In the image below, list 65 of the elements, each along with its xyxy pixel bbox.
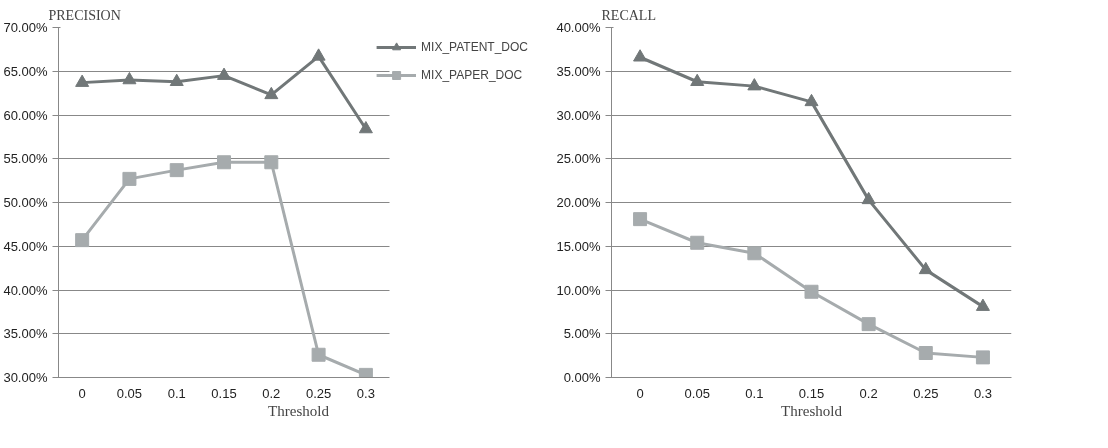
x-tick-label: 0.1	[745, 385, 764, 401]
y-tick-label: 30.00%	[556, 107, 601, 123]
point	[169, 163, 184, 178]
y-tick-label: 40.00%	[3, 282, 48, 298]
point	[747, 78, 762, 91]
y-tick-label: 0.00%	[563, 370, 601, 385]
point	[861, 317, 876, 332]
point	[217, 67, 232, 80]
x-tick-label: 0.15	[211, 385, 237, 401]
point	[75, 74, 90, 87]
y-tick-label: 40.00%	[556, 20, 601, 35]
y-tick-label: 35.00%	[3, 326, 48, 342]
chart-title: PRECISION	[48, 7, 121, 23]
y-tick-label: 15.00%	[556, 238, 601, 254]
legend-label: MIX_PAPER_DOC	[421, 68, 523, 82]
y-tick-label: 70.00%	[3, 20, 48, 35]
x-tick-label: 0.25	[305, 385, 332, 401]
x-tick-label: 0.3	[973, 385, 992, 401]
point	[690, 73, 705, 86]
y-tick-label: 60.00%	[3, 107, 48, 123]
point	[861, 191, 876, 205]
point	[311, 48, 326, 61]
x-tick-label: 0.05	[116, 385, 143, 401]
x-tick-label: 0	[636, 385, 644, 401]
y-tick-label: 65.00%	[3, 63, 48, 79]
point	[633, 212, 648, 227]
y-tick-label: 30.00%	[3, 370, 48, 385]
x-tick-label: 0.3	[356, 385, 375, 401]
x-tick-label: 0.2	[262, 385, 281, 401]
point	[975, 298, 990, 311]
x-tick-label: 0.05	[684, 385, 710, 401]
legend-label: MIX_PATENT_DOC	[421, 40, 528, 54]
point	[747, 246, 762, 261]
point	[633, 49, 648, 62]
point	[975, 350, 990, 365]
point	[358, 120, 373, 134]
point	[217, 155, 232, 170]
point	[918, 346, 933, 360]
point	[122, 171, 137, 186]
point	[75, 233, 90, 248]
y-tick-label: 5.00%	[563, 326, 601, 342]
point	[311, 347, 326, 362]
point	[804, 93, 819, 107]
x-axis-title: Threshold	[268, 402, 330, 419]
y-tick-label: 25.00%	[556, 151, 601, 167]
y-tick-label: 45.00%	[3, 238, 48, 254]
point	[264, 86, 279, 100]
y-tick-label: 55.00%	[3, 151, 48, 167]
y-tick-label: 35.00%	[556, 63, 601, 79]
y-tick-label: 50.00%	[3, 195, 48, 210]
chart-title: RECALL	[601, 7, 656, 23]
point	[264, 155, 279, 170]
x-tick-label: 0.2	[859, 385, 878, 401]
y-tick-label: 20.00%	[556, 195, 601, 210]
y-tick-label: 10.00%	[556, 282, 601, 298]
x-tick-label: 0.15	[798, 385, 825, 401]
x-tick-label: 0.25	[913, 385, 939, 401]
x-tick-label: 0.1	[167, 385, 186, 401]
x-axis-title: Threshold	[781, 402, 843, 419]
point	[169, 73, 184, 86]
point	[918, 261, 933, 275]
point	[690, 235, 705, 250]
point	[122, 71, 137, 85]
point	[804, 284, 819, 299]
x-tick-label: 0	[78, 385, 86, 401]
